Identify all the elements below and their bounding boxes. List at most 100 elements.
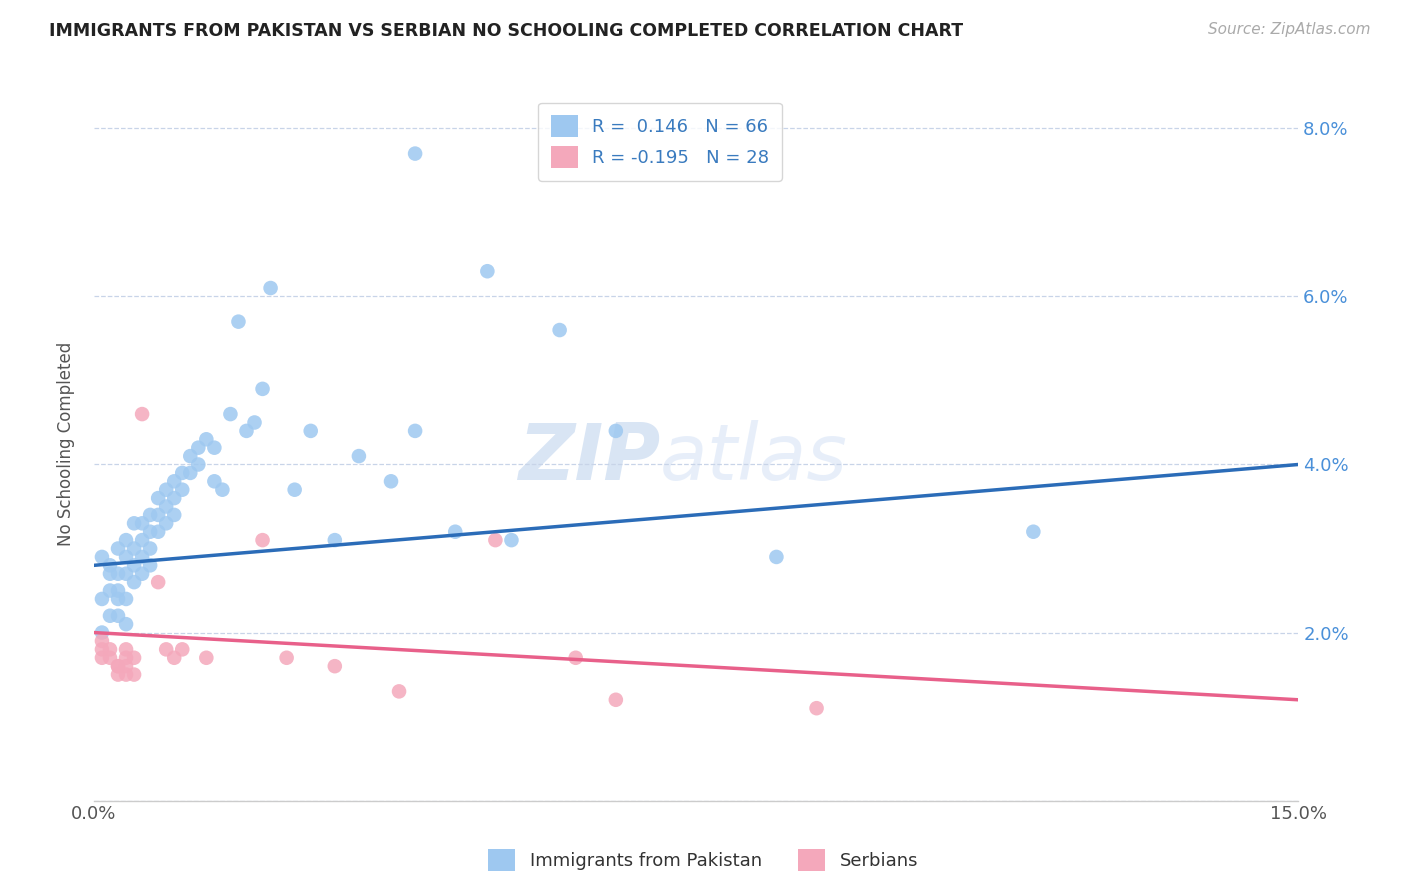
Point — [91, 642, 114, 657]
Point — [179, 449, 201, 463]
Point — [501, 533, 523, 548]
Point — [131, 566, 153, 581]
Point — [172, 466, 194, 480]
Point — [172, 483, 194, 497]
Point — [1022, 524, 1045, 539]
Point — [806, 701, 828, 715]
Point — [146, 491, 169, 505]
Point — [91, 625, 114, 640]
Point — [202, 475, 225, 489]
Point — [276, 650, 298, 665]
Point — [91, 591, 114, 606]
Point — [115, 566, 138, 581]
Point — [91, 634, 114, 648]
Text: ZIP: ZIP — [517, 420, 659, 496]
Point — [605, 424, 627, 438]
Point — [107, 583, 129, 598]
Point — [122, 558, 145, 573]
Point — [163, 475, 186, 489]
Legend: R =  0.146   N = 66, R = -0.195   N = 28: R = 0.146 N = 66, R = -0.195 N = 28 — [538, 103, 782, 181]
Point — [115, 549, 138, 564]
Point — [243, 416, 266, 430]
Point — [98, 583, 121, 598]
Legend: Immigrants from Pakistan, Serbians: Immigrants from Pakistan, Serbians — [481, 842, 925, 879]
Point — [163, 491, 186, 505]
Point — [564, 650, 586, 665]
Point — [122, 575, 145, 590]
Point — [299, 424, 322, 438]
Point — [122, 650, 145, 665]
Point — [211, 483, 233, 497]
Point — [122, 541, 145, 556]
Point — [347, 449, 370, 463]
Point — [252, 382, 274, 396]
Point — [139, 524, 162, 539]
Point — [131, 516, 153, 531]
Point — [155, 500, 177, 514]
Point — [163, 508, 186, 522]
Point — [139, 541, 162, 556]
Point — [155, 483, 177, 497]
Point — [146, 524, 169, 539]
Point — [131, 533, 153, 548]
Point — [163, 650, 186, 665]
Point — [155, 516, 177, 531]
Point — [548, 323, 571, 337]
Text: Source: ZipAtlas.com: Source: ZipAtlas.com — [1208, 22, 1371, 37]
Point — [323, 659, 346, 673]
Point — [115, 667, 138, 681]
Point — [179, 466, 201, 480]
Point — [115, 642, 138, 657]
Point — [131, 549, 153, 564]
Point — [98, 558, 121, 573]
Point — [98, 650, 121, 665]
Point — [98, 608, 121, 623]
Point — [91, 650, 114, 665]
Point — [98, 642, 121, 657]
Point — [323, 533, 346, 548]
Point — [404, 146, 426, 161]
Point — [219, 407, 242, 421]
Point — [388, 684, 411, 698]
Point — [187, 458, 209, 472]
Point — [115, 650, 138, 665]
Point — [122, 667, 145, 681]
Point — [107, 667, 129, 681]
Point — [122, 516, 145, 531]
Point — [380, 475, 402, 489]
Point — [115, 591, 138, 606]
Point — [139, 558, 162, 573]
Point — [284, 483, 307, 497]
Point — [107, 659, 129, 673]
Point — [155, 642, 177, 657]
Point — [107, 566, 129, 581]
Point — [195, 650, 218, 665]
Point — [115, 533, 138, 548]
Point — [605, 693, 627, 707]
Point — [235, 424, 257, 438]
Point — [146, 508, 169, 522]
Point — [477, 264, 499, 278]
Point — [115, 659, 138, 673]
Point — [131, 407, 153, 421]
Point — [91, 549, 114, 564]
Point — [202, 441, 225, 455]
Point — [444, 524, 467, 539]
Point — [259, 281, 281, 295]
Text: IMMIGRANTS FROM PAKISTAN VS SERBIAN NO SCHOOLING COMPLETED CORRELATION CHART: IMMIGRANTS FROM PAKISTAN VS SERBIAN NO S… — [49, 22, 963, 40]
Point — [404, 424, 426, 438]
Point — [484, 533, 506, 548]
Point — [139, 508, 162, 522]
Point — [187, 441, 209, 455]
Point — [252, 533, 274, 548]
Point — [146, 575, 169, 590]
Point — [195, 432, 218, 446]
Point — [107, 608, 129, 623]
Text: atlas: atlas — [659, 420, 848, 496]
Y-axis label: No Schooling Completed: No Schooling Completed — [58, 342, 75, 546]
Point — [765, 549, 787, 564]
Point — [107, 659, 129, 673]
Point — [107, 541, 129, 556]
Point — [107, 591, 129, 606]
Point — [98, 566, 121, 581]
